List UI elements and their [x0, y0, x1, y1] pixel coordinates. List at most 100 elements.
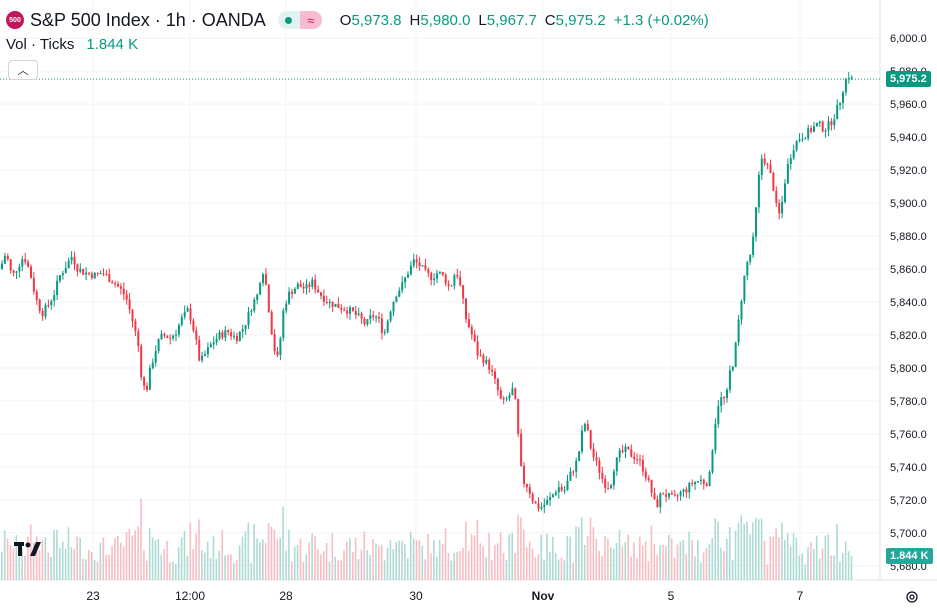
price-tick-label: 5,880.0	[890, 231, 927, 243]
volume-bar	[636, 558, 638, 580]
volume-bar	[549, 551, 551, 580]
volume-bar	[6, 538, 9, 580]
candle	[467, 313, 470, 329]
price-axis[interactable]: 6,000.05,980.05,960.05,940.05,920.05,900…	[890, 33, 927, 573]
candle	[340, 304, 343, 314]
candle	[122, 282, 125, 301]
time-axis[interactable]: 23 12:00 28 30 Nov 5 7	[86, 589, 803, 603]
volume-bar	[195, 533, 197, 580]
volume-bar	[233, 562, 235, 580]
candle	[18, 263, 21, 278]
candle	[282, 307, 285, 342]
chart-settings-icon[interactable]	[903, 588, 921, 606]
volume-bar	[177, 547, 180, 580]
candle	[821, 120, 824, 133]
volume-bar	[424, 559, 426, 580]
volume-bar	[346, 541, 348, 580]
candle	[15, 270, 18, 279]
volume-bar	[491, 559, 493, 580]
volume-bar	[711, 537, 714, 580]
candle	[807, 124, 810, 141]
volume-bar	[380, 544, 383, 580]
volume-bar	[244, 531, 247, 580]
volume-bar	[270, 526, 273, 580]
volume-bar	[343, 549, 345, 580]
volume-bar	[743, 524, 745, 580]
candle	[305, 279, 308, 295]
volume-bar	[151, 537, 154, 580]
candle	[88, 272, 90, 276]
volume-bar	[407, 558, 409, 580]
candle	[230, 328, 233, 341]
market-status-pill[interactable]: ≈	[277, 11, 322, 29]
volume-bar	[801, 553, 803, 580]
volume-label[interactable]: Vol · Ticks	[6, 35, 75, 53]
volume-bar	[383, 560, 386, 580]
volume-bar	[746, 521, 748, 580]
candle	[32, 272, 35, 295]
symbol-title[interactable]: S&P 500 Index · 1h · OANDA	[30, 9, 266, 30]
volume-bar	[520, 517, 522, 580]
time-tick-label: 5	[668, 589, 675, 603]
candle	[189, 303, 192, 325]
volume-bar	[401, 540, 403, 580]
volume-bar	[775, 528, 777, 580]
collapse-legend-button[interactable]: ︿	[8, 60, 38, 80]
volume-bar	[117, 536, 119, 580]
candle	[549, 492, 552, 507]
volume-bar	[160, 554, 163, 580]
candle	[351, 307, 354, 312]
candle	[70, 251, 73, 265]
tradingview-logo-icon[interactable]	[14, 540, 42, 558]
candle	[766, 162, 769, 170]
candle	[192, 318, 195, 333]
candle	[383, 329, 386, 336]
candle	[424, 258, 427, 271]
change-value: +1.3 (+0.02%)	[613, 11, 709, 29]
price-tick-label: 5,800.0	[890, 363, 927, 375]
volume-bar	[514, 552, 516, 580]
volume-bar	[763, 540, 766, 580]
volume-bar	[630, 556, 632, 580]
volume-bar	[757, 519, 760, 580]
candle	[534, 500, 537, 504]
candle	[76, 263, 79, 277]
candle	[517, 398, 520, 437]
candle	[836, 99, 839, 120]
volume-bar	[264, 542, 267, 580]
candle	[346, 306, 349, 319]
candle	[537, 497, 540, 512]
volume-bar	[459, 551, 461, 580]
volume-bar	[140, 498, 142, 580]
candle	[569, 467, 572, 481]
candle	[27, 259, 30, 268]
candle	[482, 353, 485, 367]
volume-bar	[328, 561, 331, 580]
candle	[204, 350, 206, 357]
volume-bar	[322, 551, 325, 580]
candle	[511, 382, 514, 396]
candle	[386, 319, 389, 334]
candle	[389, 310, 392, 323]
volume-bar	[766, 564, 769, 580]
volume-bar	[82, 558, 84, 580]
candle	[375, 314, 378, 323]
volume-bar	[592, 527, 595, 580]
volume-bar	[496, 543, 499, 580]
volume-bar	[847, 551, 850, 580]
candle	[288, 287, 291, 306]
volume-bar	[450, 560, 453, 580]
volume-bar	[615, 542, 618, 580]
ohlc-values: O5,973.8 H5,980.0 L5,967.7 C5,975.2 +1.3…	[340, 12, 709, 29]
candle	[328, 298, 331, 309]
volume-bar	[59, 548, 61, 580]
candle	[53, 289, 56, 307]
volume-bar	[827, 534, 830, 580]
candle	[41, 308, 44, 321]
symbol-badge[interactable]: 500	[6, 11, 24, 29]
candle	[769, 159, 772, 174]
volume-bar	[543, 559, 545, 580]
volume-bar	[27, 536, 29, 580]
volume-bar	[148, 527, 151, 580]
